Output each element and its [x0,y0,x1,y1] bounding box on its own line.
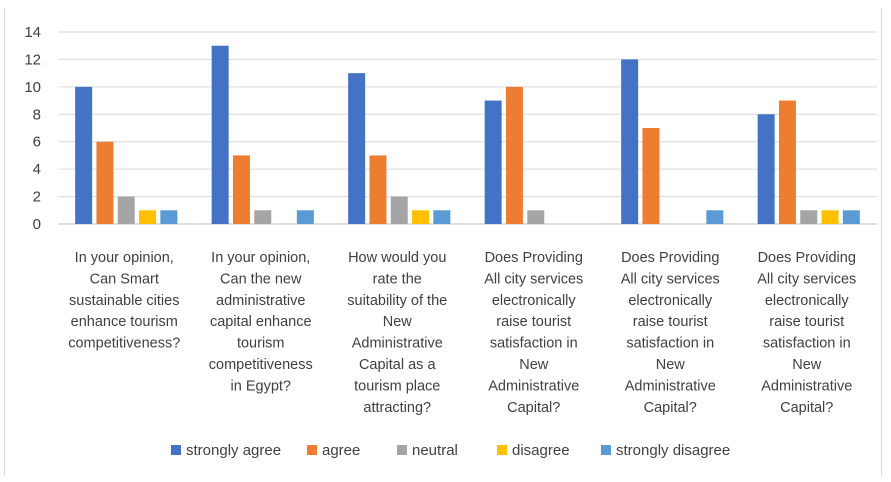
category-label-line: Can Smart [90,271,159,287]
category-label-line: tourism place [354,378,440,394]
legend-label: agree [322,442,360,459]
category-label-line: tourism [237,336,285,352]
category-label-line: competitiveness? [68,336,180,352]
bar-strongly-agree [211,45,229,224]
category-label-line: New [792,357,822,373]
category-label-line: Administrative [352,336,443,352]
bar-agree [778,100,796,224]
legend-swatch [171,445,181,455]
category-label-line: Does Providing [485,250,583,266]
bar-chart: 0 2 4 6 8 10 12 14 In your opinion, Can Smart sust… [24,24,877,459]
bar-strongly-agree [757,114,775,224]
legend-swatch [497,445,507,455]
category-label-line: New [519,357,549,373]
legend-swatch [397,445,407,455]
bar-agree [96,141,114,224]
legend-label: strongly agree [186,442,281,459]
category-label-line: electronically [628,293,713,309]
category-label-line: All city services [484,271,583,287]
bar-strongly-disagree [160,210,178,224]
category-label-line: attracting? [363,400,431,416]
category-label-line: administrative [216,293,305,309]
bar-agree [505,86,523,224]
category-label-line: New [383,314,413,330]
bar-disagree [139,210,157,224]
bar-agree [642,128,660,224]
category-label-line: satisfaction in [490,336,578,352]
bar-strongly-agree [621,59,639,224]
category-label-line: Administrative [488,378,579,394]
bar-strongly-disagree [433,210,451,224]
y-tick-label: 2 [33,189,41,206]
category-label-line: Administrative [625,378,716,394]
bar-neutral [117,196,135,224]
legend-swatch [601,445,611,455]
legend-label: neutral [412,442,458,459]
category-label-line: sustainable cities [69,293,179,309]
category-label-line: electronically [492,293,577,309]
category-label-line: All city services [621,271,720,287]
category-label-line: How would you [348,250,446,266]
category-label-line: Capital? [780,400,833,416]
category-label-line: In your opinion, [211,250,310,266]
bar-strongly-agree [75,86,93,224]
category-label-line: raise tourist [633,314,708,330]
y-tick-label: 4 [33,161,41,178]
bar-neutral [527,210,545,224]
bar-neutral [390,196,408,224]
bar-neutral [254,210,272,224]
category-label-line: raise tourist [496,314,571,330]
category-label-line: Does Providing [758,250,856,266]
bar-strongly-disagree [296,210,314,224]
bar-strongly-disagree [706,210,724,224]
y-tick-label: 0 [33,216,41,233]
bar-disagree [412,210,430,224]
category-label-line: raise tourist [769,314,844,330]
category-label-line: electronically [765,293,850,309]
category-label-line: Administrative [761,378,852,394]
category-label-line: In your opinion, [75,250,174,266]
category-label-line: Does Providing [621,250,719,266]
category-label-line: satisfaction in [626,336,714,352]
category-label-line: All city services [757,271,856,287]
category-label-line: satisfaction in [763,336,851,352]
category-label-line: Can the new [220,271,302,287]
category-label-line: Capital as a [359,357,437,373]
bar-agree [232,155,250,224]
bar-strongly-agree [484,100,502,224]
y-tick-label: 6 [33,134,41,151]
y-tick-label: 12 [24,51,41,68]
category-label-line: Capital? [507,400,560,416]
bar-strongly-agree [348,73,366,225]
bar-agree [369,155,387,224]
y-tick-label: 14 [24,24,41,41]
category-label-line: capital enhance [210,314,312,330]
chart-frame: 0 2 4 6 8 10 12 14 In your opinion, Can Smart sust… [4,8,882,476]
legend-swatch [307,445,317,455]
category-label-line: suitability of the [347,293,447,309]
category-label-line: in Egypt? [231,378,291,394]
y-tick-label: 10 [24,79,41,96]
bar-disagree [821,210,839,224]
category-label-line: competitiveness [209,357,313,373]
bar-neutral [800,210,818,224]
category-label-line: New [656,357,686,373]
legend-label: disagree [512,442,570,459]
bar-strongly-disagree [842,210,860,224]
y-tick-label: 8 [33,106,41,123]
category-label-line: rate the [373,271,422,287]
category-label-line: enhance tourism [71,314,178,330]
category-label-line: Capital? [644,400,697,416]
legend-label: strongly disagree [616,442,730,459]
